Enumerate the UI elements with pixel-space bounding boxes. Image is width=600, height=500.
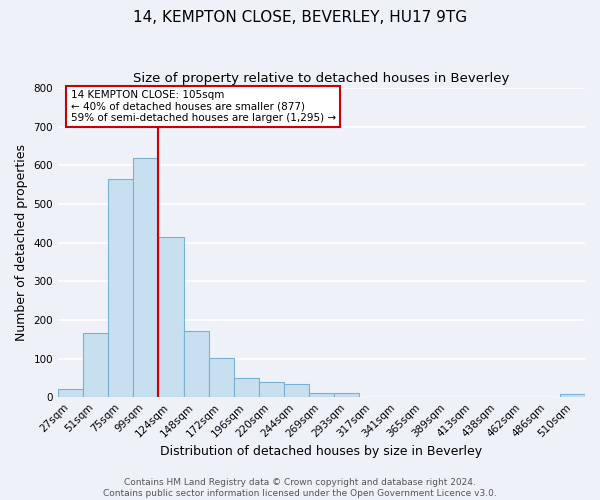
Y-axis label: Number of detached properties: Number of detached properties xyxy=(15,144,28,341)
X-axis label: Distribution of detached houses by size in Beverley: Distribution of detached houses by size … xyxy=(160,444,482,458)
Bar xyxy=(83,334,108,397)
Bar xyxy=(284,384,309,397)
Text: 14, KEMPTON CLOSE, BEVERLEY, HU17 9TG: 14, KEMPTON CLOSE, BEVERLEY, HU17 9TG xyxy=(133,10,467,25)
Bar xyxy=(209,358,233,397)
Bar xyxy=(334,394,359,397)
Bar xyxy=(560,394,585,397)
Bar xyxy=(259,382,284,397)
Title: Size of property relative to detached houses in Beverley: Size of property relative to detached ho… xyxy=(133,72,510,86)
Bar xyxy=(309,392,334,397)
Bar xyxy=(158,237,184,397)
Text: Contains HM Land Registry data © Crown copyright and database right 2024.
Contai: Contains HM Land Registry data © Crown c… xyxy=(103,478,497,498)
Bar xyxy=(133,158,158,397)
Bar xyxy=(233,378,259,397)
Bar xyxy=(108,179,133,397)
Text: 14 KEMPTON CLOSE: 105sqm
← 40% of detached houses are smaller (877)
59% of semi-: 14 KEMPTON CLOSE: 105sqm ← 40% of detach… xyxy=(71,90,336,123)
Bar xyxy=(184,331,209,397)
Bar xyxy=(58,390,83,397)
